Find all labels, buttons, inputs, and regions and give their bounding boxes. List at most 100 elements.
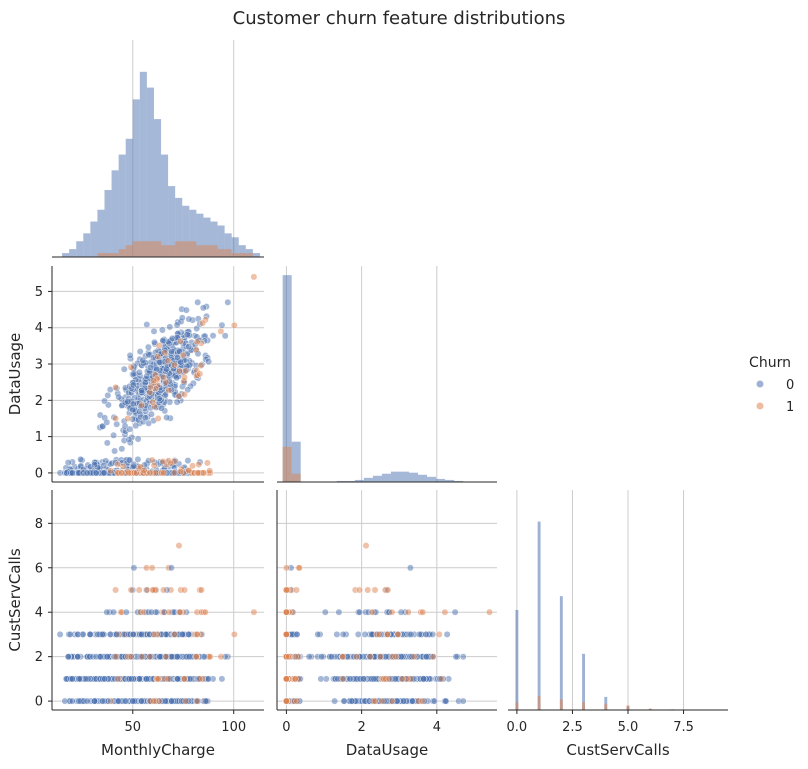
scatter-point xyxy=(486,608,493,616)
scatter-point xyxy=(182,367,189,375)
scatter-point xyxy=(193,631,201,638)
scatter-point xyxy=(392,653,400,661)
scatter-point xyxy=(368,608,376,616)
scatter-point xyxy=(314,631,322,638)
scatter-point xyxy=(305,653,313,661)
scatter-point xyxy=(112,653,120,661)
hist-bar xyxy=(69,249,77,257)
scatter-point xyxy=(181,586,188,594)
scatter-point xyxy=(103,608,111,616)
scatter-point xyxy=(375,631,383,638)
hist-bar xyxy=(139,241,147,257)
scatter-point xyxy=(321,608,329,616)
scatter-point xyxy=(452,653,460,661)
scatter-point xyxy=(160,586,167,594)
y-tick-label: 1 xyxy=(35,430,43,445)
scatter-point xyxy=(356,586,363,594)
hist-bar xyxy=(118,249,126,257)
scatter-point xyxy=(154,415,162,422)
scatter-point xyxy=(388,697,396,705)
hist-bar xyxy=(83,233,91,257)
scatter-point xyxy=(410,653,418,661)
scatter-point xyxy=(221,332,229,340)
scatter-point xyxy=(163,365,170,373)
scatter-point xyxy=(156,358,164,366)
scatter-point xyxy=(199,319,207,327)
hist-bar xyxy=(62,253,70,257)
x-tick-label: 2.5 xyxy=(562,720,583,735)
scatter-point xyxy=(441,608,449,616)
scatter-point xyxy=(124,398,132,406)
scatter-point xyxy=(110,608,118,616)
scatter-point xyxy=(442,697,450,705)
hist-bar xyxy=(196,213,204,257)
x-tick-label: 5.0 xyxy=(618,720,639,735)
hist-bar xyxy=(238,245,246,257)
hist-bar xyxy=(231,253,239,257)
legend-marker-churn-1 xyxy=(756,402,764,410)
scatter-point xyxy=(224,298,232,306)
scatter-point xyxy=(68,675,76,683)
scatter-point xyxy=(151,338,158,346)
scatter-point xyxy=(135,586,143,594)
scatter-point xyxy=(161,349,169,357)
scatter-point xyxy=(176,608,184,616)
scatter-point xyxy=(115,393,123,401)
scatter-point xyxy=(134,435,142,443)
y-axis-label-datausage: DataUsage xyxy=(6,333,24,416)
hist-bar xyxy=(399,471,409,482)
scatter-point xyxy=(150,377,158,385)
legend: Churn 0 1 xyxy=(749,355,794,415)
scatter-point xyxy=(459,653,467,661)
scatter-point xyxy=(406,564,414,572)
scatter-point xyxy=(98,631,106,638)
hist-bar xyxy=(118,154,126,257)
scatter-point xyxy=(113,420,121,428)
hist-bar xyxy=(189,241,197,257)
scatter-point xyxy=(328,653,336,661)
hist-bar xyxy=(146,241,154,257)
scatter-point xyxy=(125,469,133,477)
scatter-point xyxy=(99,697,107,705)
scatter-point xyxy=(392,675,399,683)
scatter-point xyxy=(130,564,138,572)
scatter-point xyxy=(199,469,207,477)
scatter-point xyxy=(206,467,214,475)
scatter-point xyxy=(192,653,200,661)
scatter-point xyxy=(185,631,193,638)
panel-monthlycharge-hist xyxy=(52,40,264,258)
scatter-point xyxy=(398,675,406,683)
scatter-point xyxy=(134,455,142,463)
scatter-point xyxy=(136,408,144,415)
scatter-point xyxy=(68,469,76,477)
scatter-point xyxy=(295,564,303,572)
hist-bar xyxy=(427,476,437,482)
scatter-point xyxy=(178,314,186,322)
scatter-point xyxy=(121,422,129,430)
scatter-point xyxy=(205,358,213,365)
scatter-point xyxy=(218,321,226,329)
scatter-point xyxy=(183,331,191,339)
scatter-point xyxy=(293,586,300,594)
hist-bar xyxy=(515,702,519,710)
scatter-point xyxy=(125,456,133,464)
scatter-point xyxy=(118,445,126,453)
scatter-point xyxy=(110,431,118,439)
x-tick-label: 2 xyxy=(357,720,365,735)
hist-bar xyxy=(582,702,585,710)
scatter-point xyxy=(282,697,290,705)
hist-bar xyxy=(146,87,154,257)
y-tick-label: 0 xyxy=(35,466,43,481)
scatter-point xyxy=(318,653,325,661)
scatter-point xyxy=(56,631,64,638)
scatter-point xyxy=(423,653,430,661)
scatter-point xyxy=(138,387,146,394)
scatter-point xyxy=(177,358,185,366)
scatter-point xyxy=(230,321,238,329)
x-axis-label-monthlycharge: MonthlyCharge xyxy=(101,741,215,759)
hist-bar xyxy=(125,138,133,257)
scatter-point xyxy=(181,391,188,398)
scatter-point xyxy=(155,342,163,349)
scatter-point xyxy=(201,653,208,661)
hist-bar xyxy=(224,233,232,257)
